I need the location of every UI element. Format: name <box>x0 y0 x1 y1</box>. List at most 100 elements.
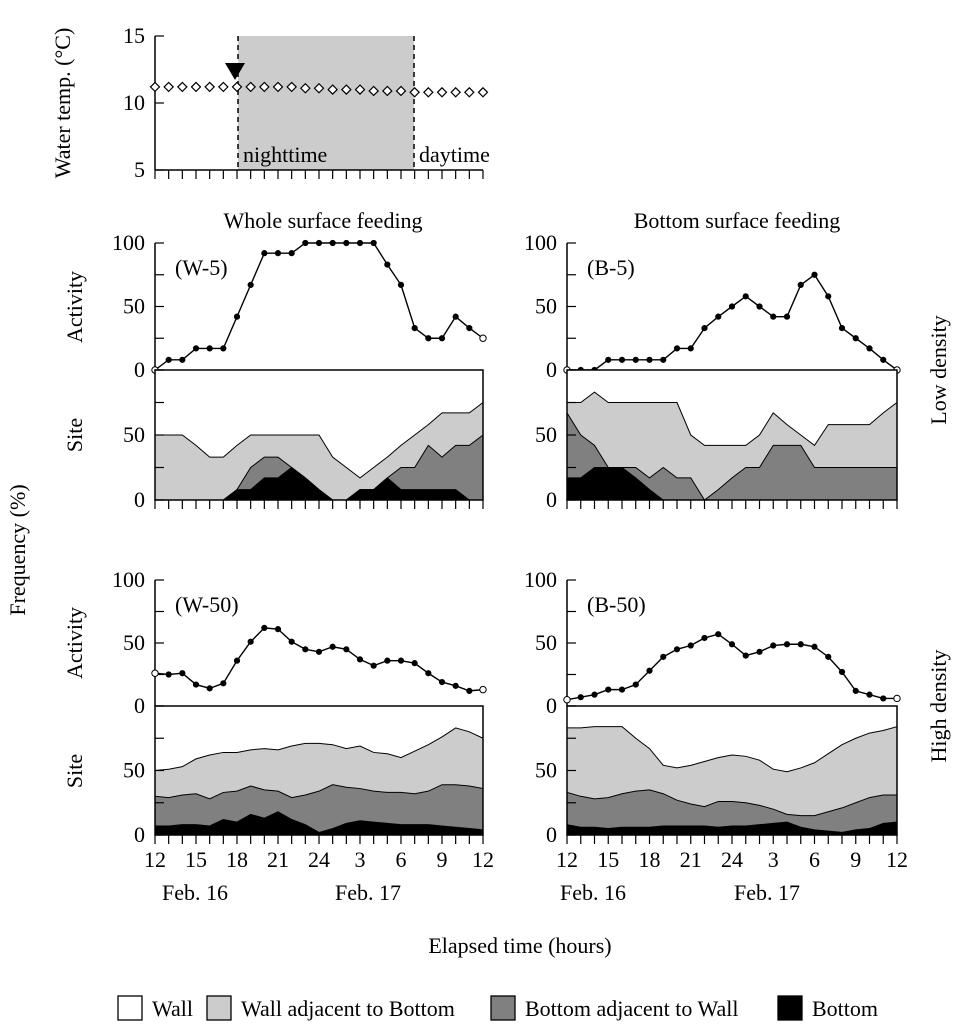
temp-point <box>231 81 243 93</box>
temp-point <box>272 81 284 93</box>
temp-point <box>450 86 462 98</box>
activity-point <box>261 250 268 257</box>
temp-y-tick-label: 15 <box>123 23 145 48</box>
activity-point <box>783 313 791 320</box>
activity-W-5-y-tick-label: 0 <box>134 357 145 382</box>
site-panel-B-50-site: 0 50 12 15 18 21 24 3 6 9 12 <box>535 705 908 872</box>
x-tick-label: 18 <box>226 847 248 872</box>
activity-point <box>646 356 653 363</box>
activity-point <box>438 335 446 342</box>
site-y-tick-label: 50 <box>535 422 557 447</box>
activity-W-50-y-tick-label: 50 <box>123 630 145 655</box>
activity-point <box>192 681 200 688</box>
activity-point <box>247 638 254 645</box>
activity-point <box>302 646 309 653</box>
activity-point <box>302 239 309 247</box>
activity-point <box>165 356 172 363</box>
activity-panel-B-50: 0 50 100 (B-50) <box>524 567 901 718</box>
nighttime-label: nighttime <box>243 142 327 167</box>
x-tick-label: 3 <box>355 847 366 872</box>
x-tick-label: 21 <box>267 847 289 872</box>
activity-point <box>701 634 708 642</box>
activity-point <box>411 660 418 667</box>
date-label-right-2: Feb. 17 <box>734 880 800 905</box>
activity-point <box>315 239 323 247</box>
activity-point <box>618 686 626 693</box>
activity-point <box>425 335 432 342</box>
activity-W-50-y-tick-label: 0 <box>134 693 145 718</box>
x-tick-label: 9 <box>850 847 861 872</box>
activity-point <box>179 356 186 363</box>
site-panel-W-5-site: 0 50 <box>123 369 484 512</box>
temp-point <box>313 82 325 94</box>
activity-point <box>797 641 804 648</box>
activity-point <box>206 345 213 352</box>
panel-label-W-50: (W-50) <box>175 592 239 617</box>
x-tick-label: 12 <box>556 847 578 872</box>
activity-line-B-5 <box>567 273 898 371</box>
activity-point <box>825 293 832 300</box>
activity-point <box>151 669 159 677</box>
activity-point <box>701 324 708 332</box>
activity-point <box>880 695 887 702</box>
temp-point <box>176 81 188 93</box>
activity-point <box>384 261 391 268</box>
activity-point <box>452 682 459 689</box>
activity-point <box>742 293 749 300</box>
temp-y-tick-label: 10 <box>123 90 145 115</box>
activity-point <box>605 356 612 363</box>
temp-point <box>463 86 475 98</box>
activity-point <box>852 335 859 342</box>
activity-point <box>438 678 446 686</box>
activity-point <box>315 648 323 655</box>
legend-swatch <box>117 995 143 1021</box>
activity-B-5-y-tick-label: 0 <box>546 357 557 382</box>
x-tick-label: 15 <box>597 847 619 872</box>
activity-point <box>673 646 681 653</box>
activity-point <box>687 642 694 649</box>
activity-panel-B-5: 0 50 100 (B-5) <box>524 230 901 382</box>
temp-y-tick-label: 5 <box>134 157 145 182</box>
temperature-panel: 5 10 15 nighttime daytime Water temp. (°C) <box>50 23 490 182</box>
activity-point <box>274 626 282 633</box>
activity-point <box>233 313 241 320</box>
temp-point <box>327 84 339 95</box>
activity-point <box>356 239 364 247</box>
activity-point <box>397 281 405 289</box>
temp-point <box>340 84 352 95</box>
x-tick-label: 12 <box>472 847 494 872</box>
activity-point <box>632 356 639 363</box>
temp-point <box>354 84 366 95</box>
site-y-tick-label: 0 <box>134 487 145 512</box>
x-axis-label: Elapsed time (hours) <box>428 933 611 958</box>
temp-point <box>204 81 216 93</box>
x-tick-label: 6 <box>396 847 407 872</box>
temp-point <box>163 81 175 93</box>
nighttime-shading <box>238 36 414 170</box>
activity-panel-W-5: 0 50 100 (W-5) <box>112 230 487 382</box>
activity-W-50-y-tick-label: 100 <box>112 567 145 592</box>
temperature-series <box>149 81 489 98</box>
column-title-bottom: Bottom surface feeding <box>634 208 841 233</box>
activity-point <box>756 648 763 655</box>
activity-B-50-y-tick-label: 50 <box>535 630 557 655</box>
activity-point <box>605 686 612 693</box>
site-y-tick-label: 50 <box>535 758 557 783</box>
activity-point <box>893 694 901 703</box>
activity-point <box>728 303 736 310</box>
site-y-tick-label: 0 <box>546 487 557 512</box>
activity-point <box>770 313 777 320</box>
panel-label-W-5: (W-5) <box>175 255 228 280</box>
activity-label-low: Activity <box>62 271 87 343</box>
activity-point <box>220 345 227 352</box>
activity-point <box>466 687 473 694</box>
frequency-label: Frequency (%) <box>5 484 30 615</box>
legend-swatch <box>490 995 516 1021</box>
column-title-whole: Whole surface feeding <box>223 208 422 233</box>
activity-point <box>811 643 818 650</box>
site-panel-W-50-site: 0 50 12 15 18 21 24 3 6 9 12 <box>123 705 494 872</box>
activity-point <box>233 657 241 664</box>
activity-point <box>660 356 667 363</box>
temp-point <box>299 82 311 94</box>
